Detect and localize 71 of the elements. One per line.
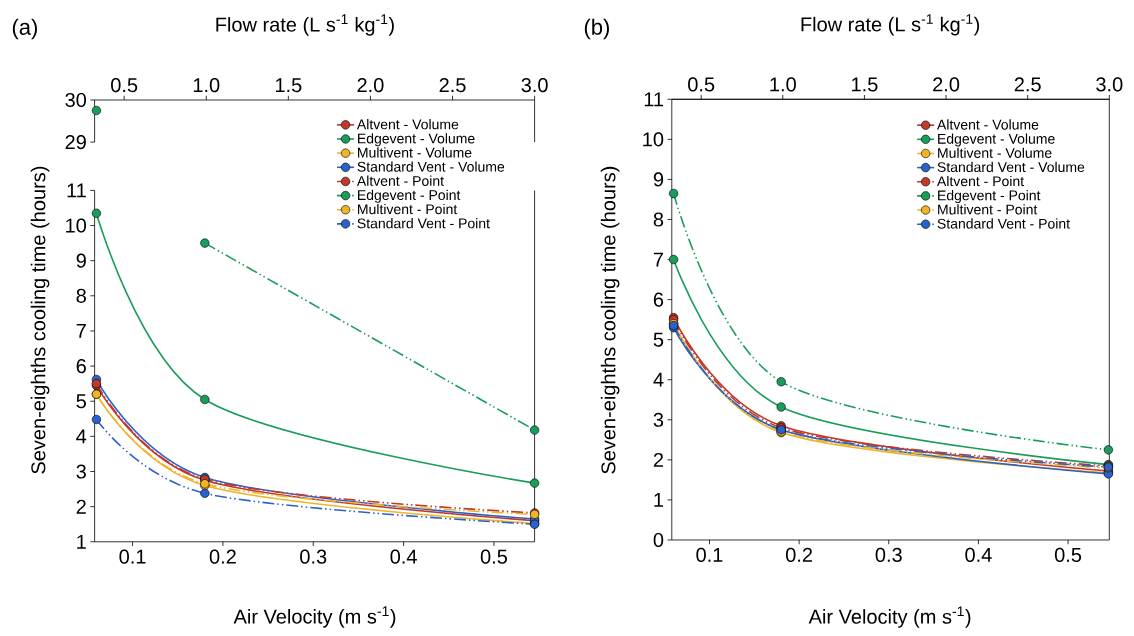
y-tick-label: 8 <box>76 288 86 303</box>
x2-axis-title: Flow rate (L s$^{-1}$ kg$^{-1}$) <box>801 14 980 36</box>
y-tick-label: 7 <box>76 324 86 338</box>
x2-tick-label: 2.5 <box>439 78 466 93</box>
x-tick-label: 0.4 <box>965 547 992 562</box>
y-tick-label: 29 <box>65 135 86 150</box>
y-tick-label: 2 <box>653 452 663 467</box>
legend-label: Altvent - Volume <box>356 119 459 130</box>
legend-label: Edgevent - Volume <box>358 133 475 147</box>
legend-label: Altvent - Point <box>356 175 444 186</box>
chart-title: (b) <box>584 18 609 40</box>
x2-tick-label: 2.0 <box>933 77 960 92</box>
y-tick-label: 2 <box>76 499 86 514</box>
y-tick-label: 4 <box>76 429 87 444</box>
y-tick-label: 0 <box>653 532 664 548</box>
y-tick-label: 11 <box>644 92 664 107</box>
legend-label: Edgevent - Point <box>358 189 461 203</box>
x2-axis-title: Flow rate (L s$^{-1}$ kg$^{-1}$) <box>216 14 394 36</box>
y-tick-label: 1 <box>77 534 86 549</box>
x-tick-label: 0.3 <box>300 549 327 564</box>
x2-tick-label: 2.5 <box>1014 77 1041 92</box>
x-tick-label: 0.4 <box>390 549 417 564</box>
y-tick-label: 10 <box>643 132 664 147</box>
legend-label: Standard Vent - Point <box>357 218 490 229</box>
x2-tick-label: 3.0 <box>521 78 548 93</box>
x-tick-label: 0.5 <box>1054 547 1082 562</box>
x2-tick-label: 3.0 <box>1096 77 1123 92</box>
x-tick-label: 0.2 <box>209 549 236 564</box>
x2-tick-label: 0.5 <box>111 78 138 93</box>
legend-label: Altvent - Point <box>937 175 1025 187</box>
y-axis-title: Seven-eighths cooling time (hours) <box>600 166 620 474</box>
y-axis-title: Seven-eighths cooling time (hours) <box>30 166 50 474</box>
y-tick-label: 30 <box>65 92 87 108</box>
y-tick-label: 11 <box>67 183 86 198</box>
x-axis-title: Air Velocity (m s$^{-1}$) <box>808 606 971 628</box>
y-tick-label: 4 <box>653 372 664 387</box>
y-tick-label: 3 <box>76 464 86 479</box>
legend-label: Edgevent - Volume <box>938 133 1055 147</box>
legend-label: Altvent - Volume <box>937 119 1039 130</box>
legend-label: Edgevent - Point <box>938 190 1041 204</box>
x2-tick-label: 1.0 <box>770 77 796 92</box>
y-tick-label: 6 <box>76 359 86 374</box>
legend-label: Multivent - Point <box>358 203 458 215</box>
legend-label: Standard Vent - Volume <box>357 161 505 172</box>
x2-tick-label: 1.5 <box>852 77 878 92</box>
legend-label: Multivent - Volume <box>938 147 1052 158</box>
y-tick-label: 3 <box>653 412 664 427</box>
chart-title: (a) <box>12 18 37 40</box>
y-tick-label: 9 <box>76 253 86 268</box>
legend-label: Multivent - Volume <box>358 147 472 158</box>
y-tick-label: 9 <box>653 172 664 187</box>
x2-tick-label: 0.5 <box>688 77 715 92</box>
y-tick-label: 8 <box>653 212 664 227</box>
x2-tick-label: 1.5 <box>275 78 302 93</box>
y-tick-label: 5 <box>653 332 664 347</box>
x-tick-label: 0.3 <box>875 547 902 562</box>
x-tick-label: 0.1 <box>696 547 723 562</box>
x-tick-label: 0.5 <box>480 549 508 564</box>
y-tick-label: 10 <box>66 218 87 233</box>
y-tick-label: 7 <box>653 252 663 267</box>
legend-label: Multivent - Point <box>938 204 1038 215</box>
x-tick-label: 0.1 <box>119 549 146 564</box>
legend-label: Standard Vent - Volume <box>937 161 1085 173</box>
y-tick-label: 1 <box>654 493 664 507</box>
legend-label: Standard Vent - Point <box>937 218 1070 229</box>
y-tick-label: 6 <box>653 292 664 307</box>
x-axis-title: Air Velocity (m s$^{-1}$) <box>233 606 396 628</box>
y-tick-label: 5 <box>76 394 86 409</box>
x2-tick-label: 2.0 <box>357 78 384 93</box>
x-tick-label: 0.2 <box>785 547 813 562</box>
x2-tick-label: 1.0 <box>193 78 220 93</box>
